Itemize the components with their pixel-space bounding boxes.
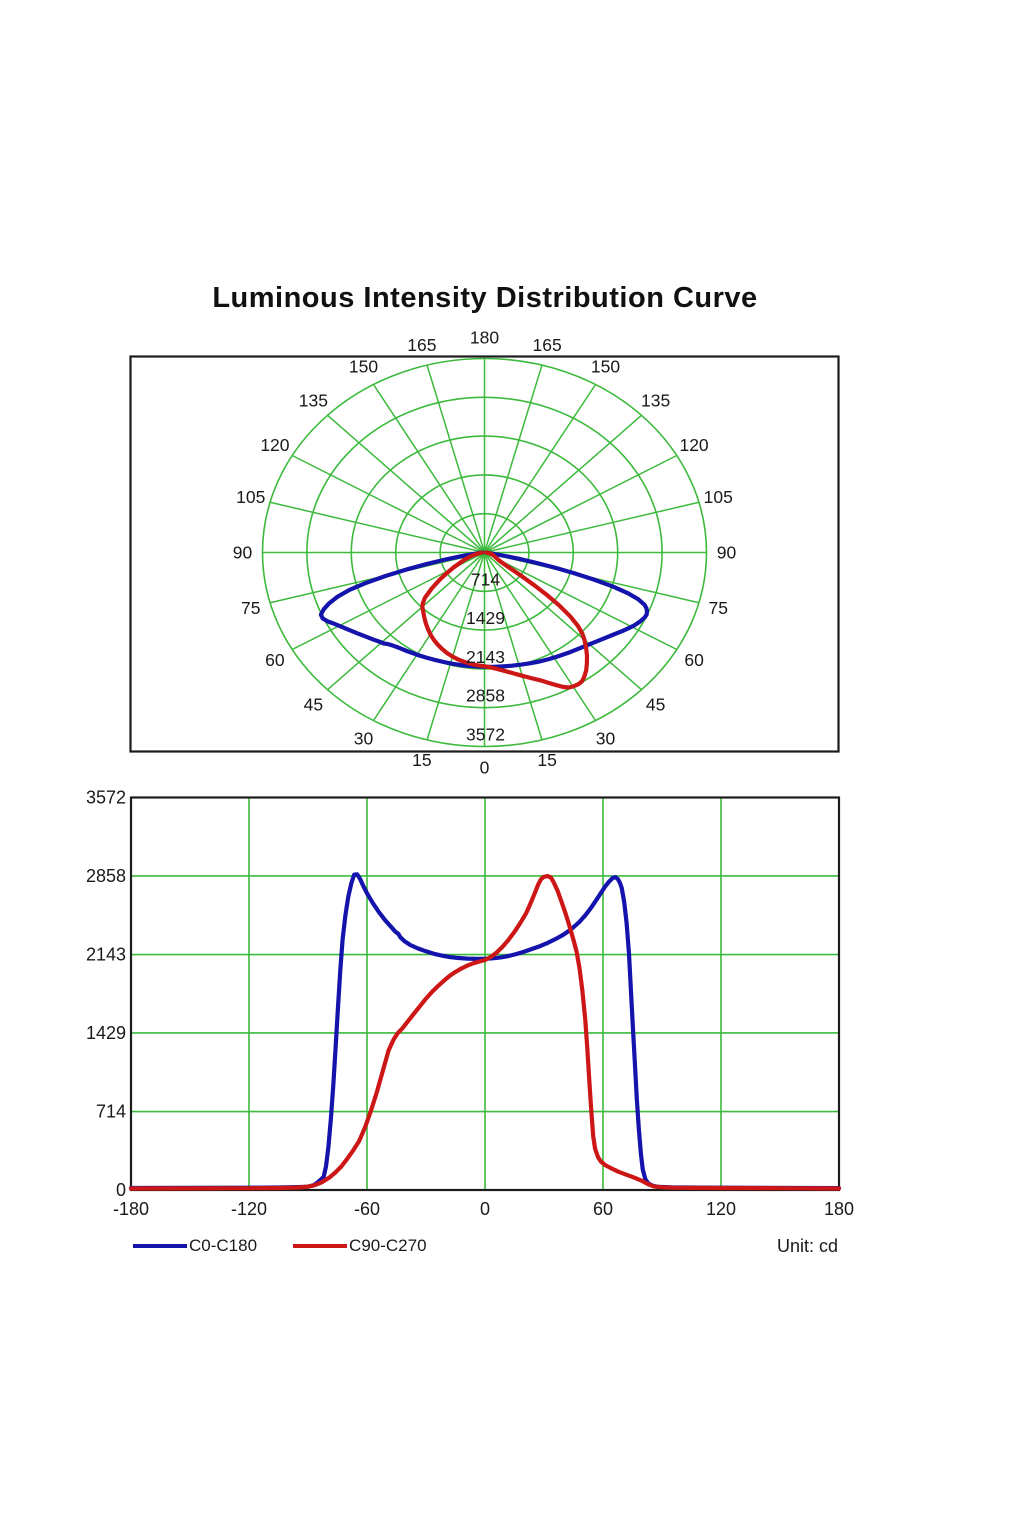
x-tick-label: 0: [480, 1199, 490, 1219]
polar-spoke: [483, 552, 543, 741]
y-tick-label: 2858: [86, 866, 126, 886]
polar-angle-tick-label: 105: [704, 487, 733, 507]
x-tick-label: 180: [824, 1199, 854, 1219]
polar-radial-labels: 714 1429 2143 2858 3572: [466, 569, 505, 744]
cartesian-curves: [128, 872, 842, 1191]
polar-angle-tick-label: 30: [596, 729, 616, 749]
polar-radial-tick-label: 1429: [466, 608, 505, 628]
polar-spoke: [484, 414, 642, 554]
polar-spoke: [426, 552, 486, 741]
polar-angle-tick-label: 150: [349, 356, 378, 376]
legend-line-c0-c180: [133, 1244, 187, 1248]
polar-angle-tick-label: 0: [480, 757, 490, 777]
polar-curve-c90-c270: [420, 550, 590, 690]
polar-angle-tick-label: 135: [641, 390, 670, 410]
legend-label-c90-c270: C90-C270: [349, 1236, 427, 1255]
polar-angle-tick-label: 60: [265, 650, 285, 670]
polar-angle-tick-label: 75: [709, 598, 728, 618]
polar-spoke: [269, 501, 485, 554]
x-tick-label: 60: [593, 1199, 613, 1219]
polar-spoke: [484, 551, 678, 651]
chart-title: Luminous Intensity Distribution Curve: [212, 282, 758, 314]
polar-angle-tick-label: 90: [717, 542, 737, 562]
y-tick-label: 1429: [86, 1023, 126, 1043]
polar-spoke: [426, 364, 486, 553]
polar-angle-tick-label: 135: [299, 390, 328, 410]
x-tick-label: 120: [706, 1199, 736, 1219]
polar-curves: [318, 550, 650, 690]
polar-angle-tick-label: 180: [470, 327, 499, 347]
x-tick-label: -180: [113, 1199, 149, 1219]
polar-spoke: [291, 454, 485, 554]
legend-line-c90-c270: [293, 1244, 348, 1248]
unit-label: Unit: cd: [776, 1236, 838, 1256]
legend-label-c0-c180: C0-C180: [189, 1236, 258, 1255]
polar-angle-tick-label: 15: [537, 750, 556, 770]
polar-radial-tick-label: 2143: [466, 647, 505, 667]
polar-angle-tick-label: 45: [646, 694, 665, 714]
polar-radial-tick-label: 714: [471, 569, 500, 589]
polar-radial-tick-label: 3572: [466, 725, 505, 745]
polar-angle-tick-label: 120: [260, 435, 289, 455]
polar-border: [129, 355, 840, 753]
polar-angle-labels: 0 15 15 30 30 45 45 60 60 75 75 90 90 105 105 120 120 135…: [233, 327, 737, 777]
polar-angle-tick-label: 75: [241, 598, 260, 618]
y-tick-label: 3572: [86, 788, 126, 808]
polar-angle-tick-label: 165: [407, 335, 436, 355]
polar-spoke: [327, 414, 485, 554]
y-tick-label: 714: [96, 1102, 126, 1122]
polar-spoke: [484, 454, 678, 554]
polar-angle-tick-label: 150: [591, 356, 620, 376]
polar-angle-tick-label: 30: [354, 729, 374, 749]
polar-spoke: [327, 551, 485, 691]
polar-angle-tick-label: 90: [233, 542, 253, 562]
cartesian-axis-labels: 0 714 1429 2143 2858 3572 -180 -120 -60 0 60 120 180: [86, 788, 854, 1220]
y-tick-label: 2143: [86, 945, 126, 965]
polar-spoke: [483, 364, 543, 553]
polar-angle-tick-label: 120: [679, 435, 708, 455]
polar-spoke: [484, 551, 642, 691]
y-tick-label: 0: [116, 1180, 126, 1200]
polar-spoke: [483, 552, 597, 721]
cartesian-curve-c90-c270: [128, 874, 842, 1191]
polar-angle-tick-label: 15: [412, 750, 431, 770]
polar-spoke: [484, 501, 700, 554]
cartesian-curve-c0-c180: [128, 872, 842, 1191]
polar-spoke: [483, 384, 597, 553]
cartesian-border: [129, 796, 841, 1192]
x-tick-label: -60: [354, 1199, 380, 1219]
polar-spoke: [372, 552, 486, 721]
polar-angle-tick-label: 45: [304, 694, 323, 714]
x-tick-label: -120: [231, 1199, 267, 1219]
polar-radial-tick-label: 2858: [466, 686, 505, 706]
polar-angle-tick-label: 60: [684, 650, 704, 670]
cartesian-grid: [131, 797, 839, 1190]
polar-angle-tick-label: 165: [533, 335, 562, 355]
polar-angle-tick-label: 105: [236, 487, 265, 507]
cartesian-frame: [129, 796, 841, 1192]
legend: C0-C180 C90-C270: [133, 1236, 463, 1256]
polar-spoke: [372, 384, 486, 553]
polar-frame: [129, 355, 840, 753]
